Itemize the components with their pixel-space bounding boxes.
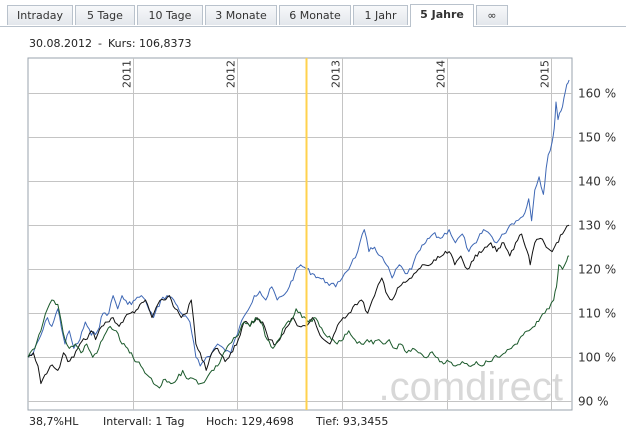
x-tick-label: 2013 [330,60,343,88]
y-tick-label: 100 % [578,351,616,365]
y-tick-label: 110 % [578,307,616,321]
x-tick-label: 2015 [539,60,552,88]
footer-hl: 38,7%HL [29,415,79,428]
x-tick-label: 2011 [121,60,134,88]
tab-intraday[interactable]: Intraday [7,5,73,25]
y-tick-label: 90 % [578,395,609,409]
y-tick-label: 130 % [578,219,616,233]
chart-grid [27,57,573,411]
x-tick-label: 2012 [225,60,238,88]
quote-price: Kurs: 106,8373 [107,37,192,50]
y-tick-label: 120 % [578,263,616,277]
plot-frame [27,57,573,411]
chart-axes: 90 % 100 % 110 % 120 % 130 % 140 % 150 % 160 % 2… [121,60,617,409]
x-tick-label: 2014 [435,60,448,88]
quote-date: 30.08.2012 [29,37,92,50]
tab-5-jahre[interactable]: 5 Jahre [410,4,474,27]
tab-6-monate[interactable]: 6 Monate [279,5,351,25]
comdirect-watermark: .comdirect [379,365,564,409]
quote-info-line: 30.08.2012- Kurs: 106,8373 [29,37,198,50]
series-line [27,224,570,385]
y-tick-label: 160 % [578,87,616,101]
y-tick-label: 140 % [578,175,616,189]
y-tick-label: 150 % [578,131,616,145]
chart-series [27,79,570,389]
tab-max[interactable]: ∞ [476,5,508,25]
tab-10-tage[interactable]: 10 Tage [137,5,203,25]
series-line [27,79,570,367]
series-line [27,255,570,389]
footer-interval: Intervall: 1 Tag [103,415,185,428]
chart-footer: 38,7%HL Intervall: 1 Tag Hoch: 129,4698 … [29,413,589,433]
tab-5-tage[interactable]: 5 Tage [75,5,135,25]
quote-separator: - [97,37,102,50]
tab-3-monate[interactable]: 3 Monate [205,5,277,25]
footer-high: Hoch: 129,4698 [206,415,294,428]
tab-1-jahr[interactable]: 1 Jahr [353,5,408,25]
footer-low: Tief: 93,3455 [316,415,389,428]
